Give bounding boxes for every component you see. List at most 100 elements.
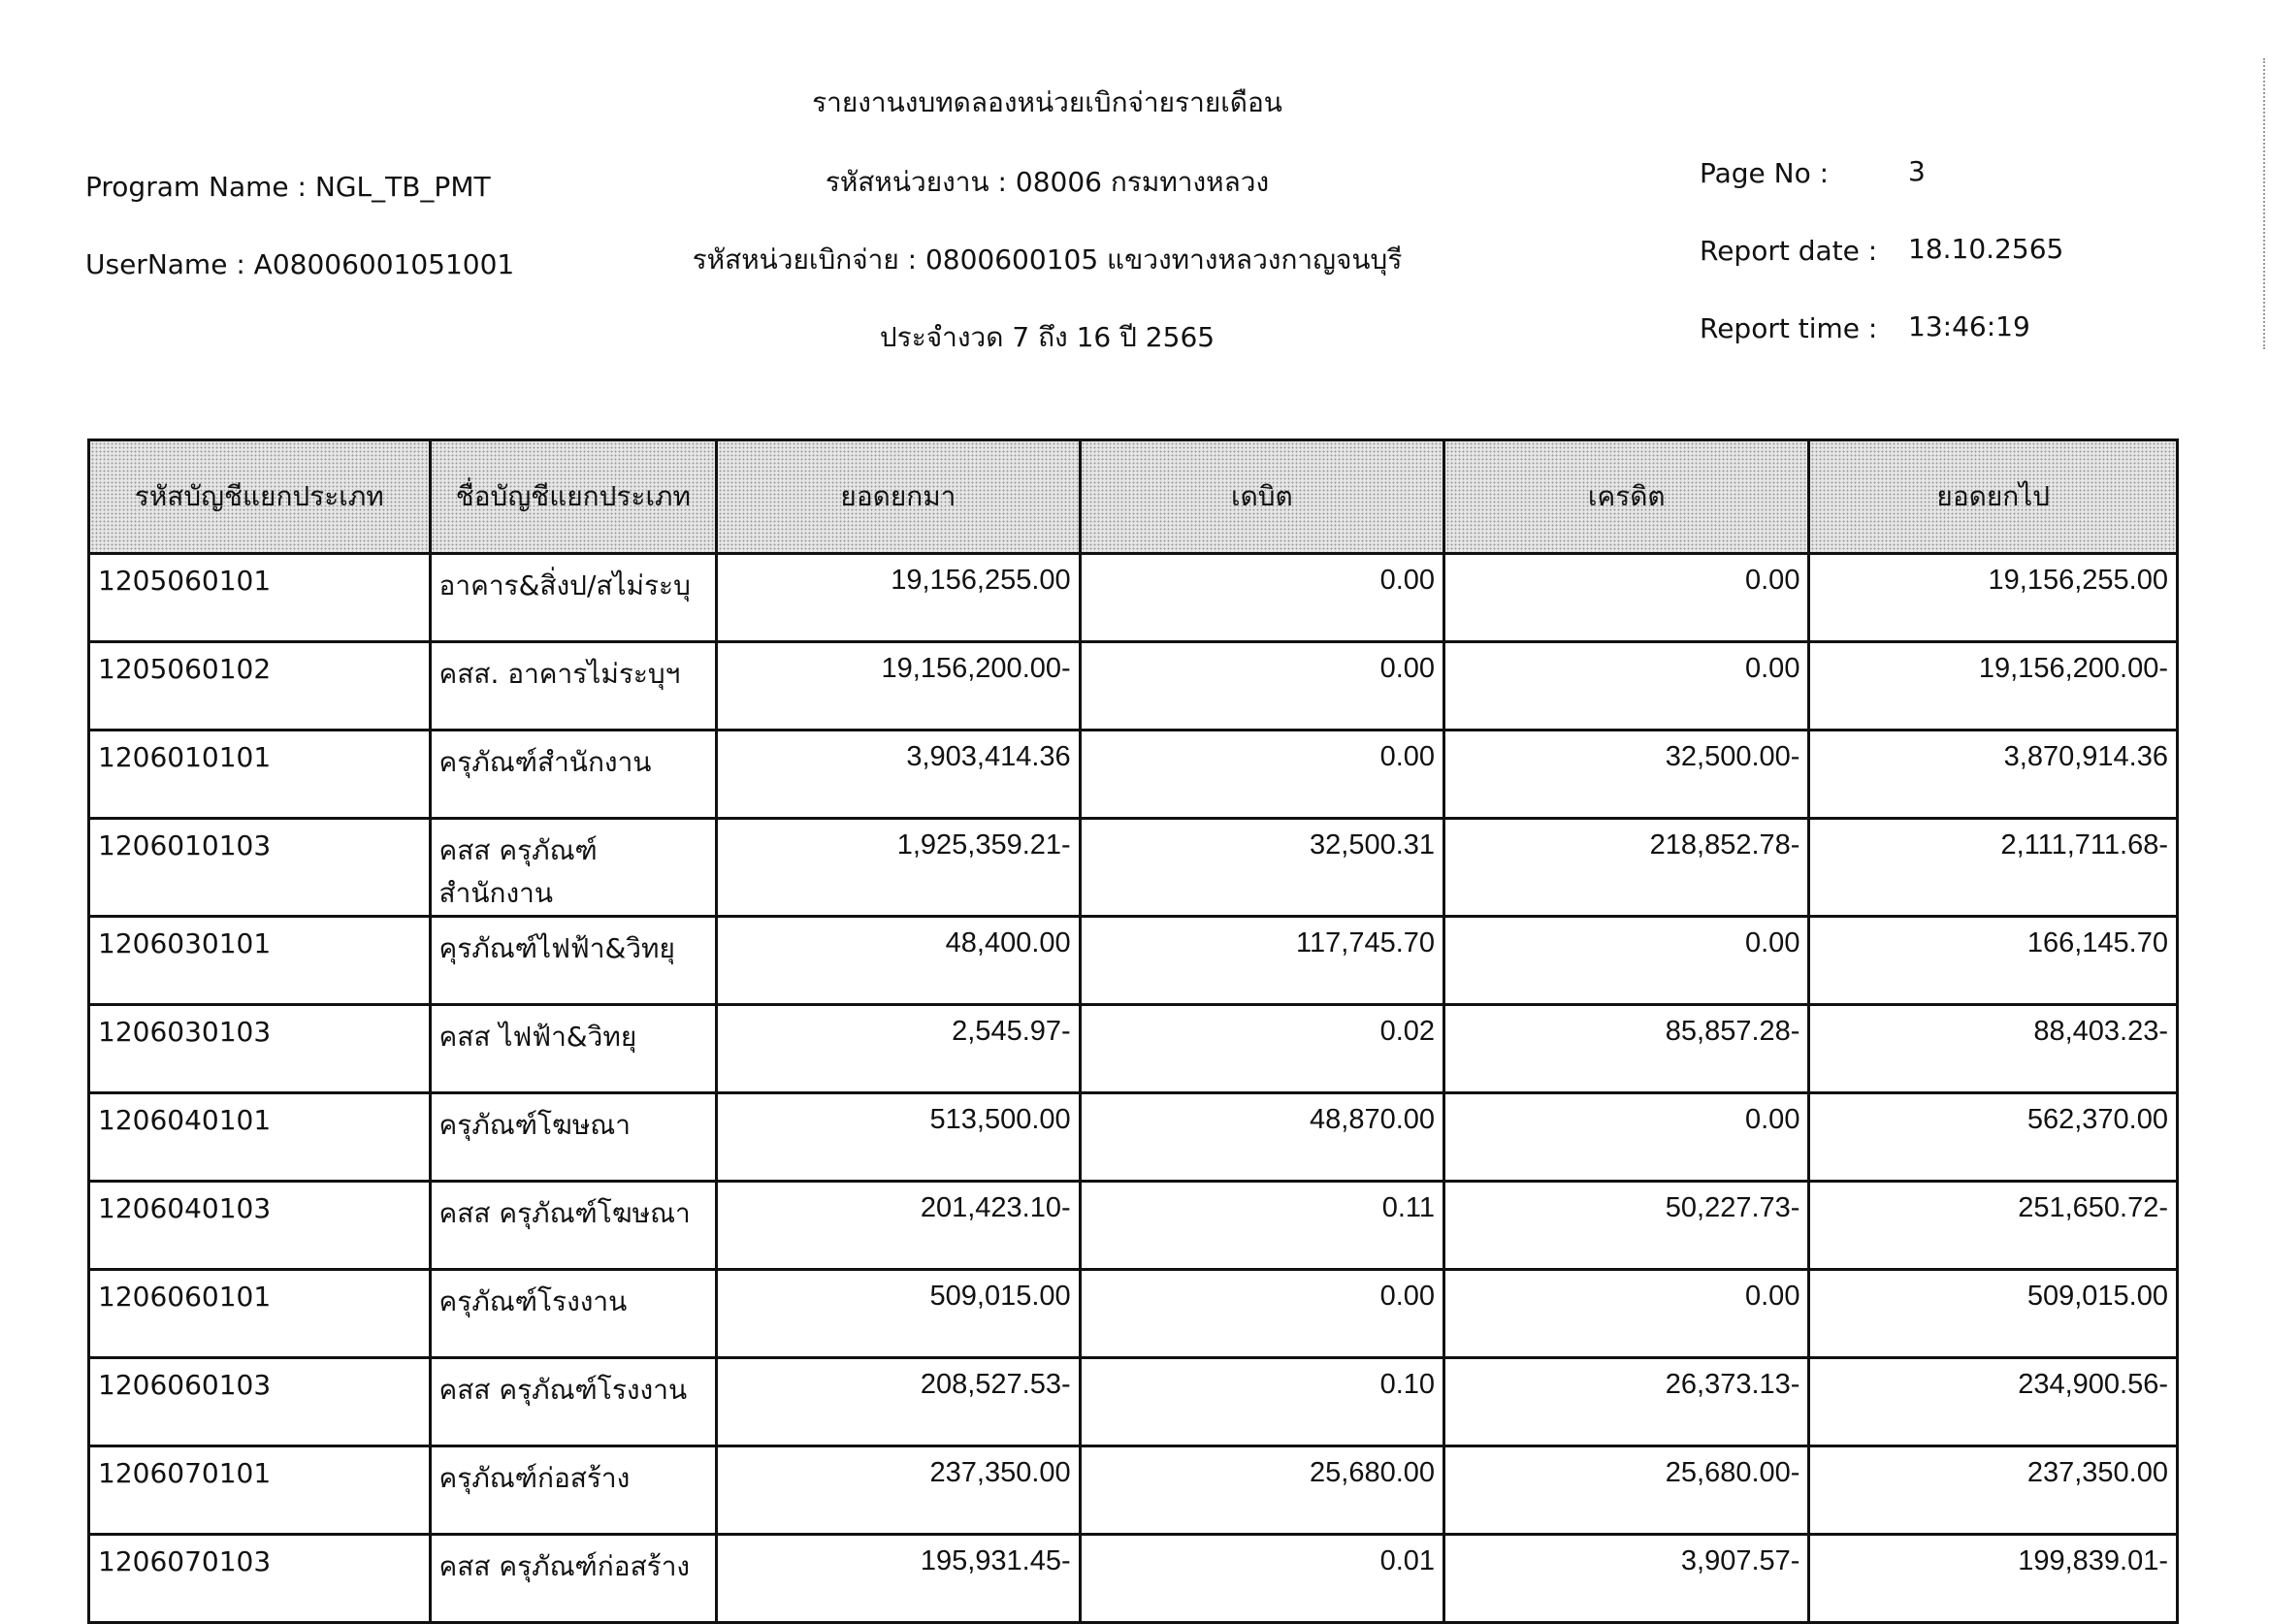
disbursement-unit-line: รหัสหน่วยเบิกจ่าย : 0800600105 แขวงทางหล… [692,244,1403,276]
cell-account-name: ครุภัณฑ์โฆษณา [428,1091,719,1183]
cell-opening-balance: 513,500.00 [715,1091,1082,1183]
cell-closing-balance: 2,111,711.68- [1807,817,2179,918]
cell-account-name: ครุภัณฑ์โรงงาน [428,1268,719,1359]
cell-credit: 0.00 [1442,640,1811,731]
cell-debit: 0.00 [1078,640,1446,731]
cell-account-code: 1205060101 [87,552,432,643]
table-row: 1206060101 ครุภัณฑ์โรงงาน 509,015.00 0.00 0.… [87,1268,2179,1359]
cell-credit: 3,907.57- [1442,1533,1811,1624]
trial-balance-table: รหัสบัญชีแยกประเภท ชื่อบัญชีแยกประเภท ยอ… [87,438,2179,1624]
cell-opening-balance: 509,015.00 [715,1268,1082,1359]
cell-closing-balance: 509,015.00 [1807,1268,2179,1359]
cell-account-name: คุรภัณฑ์ไฟฟ้า&วิทยุ [428,915,719,1006]
cell-closing-balance: 88,403.23- [1807,1003,2179,1094]
cell-account-code: 1206040103 [87,1180,432,1271]
cell-closing-balance: 237,350.00 [1807,1445,2179,1536]
cell-account-code: 1206060101 [87,1268,432,1359]
cell-opening-balance: 48,400.00 [715,915,1082,1006]
cell-credit: 26,373.13- [1442,1356,1811,1447]
cell-credit: 32,500.00- [1442,729,1811,820]
report-date-label: Report date : [1700,235,1878,267]
cell-account-code: 1206040101 [87,1091,432,1183]
table-row: 1206040103 คสส ครุภัณฑ์โฆษณา 201,423.10- 0.… [87,1180,2179,1271]
cell-opening-balance: 19,156,255.00 [715,552,1082,643]
cell-closing-balance: 251,650.72- [1807,1180,2179,1271]
col-header-account-name: ชื่อบัญชีแยกประเภท [428,438,719,555]
scan-edge [2261,58,2265,349]
cell-opening-balance: 201,423.10- [715,1180,1082,1271]
cell-account-code: 1206010103 [87,817,432,918]
program-name: Program Name : NGL_TB_PMT [85,171,491,203]
table-row: 1206010101 ครุภัณฑ์สำนักงาน 3,903,414.36 0.… [87,729,2179,820]
cell-opening-balance: 195,931.45- [715,1533,1082,1624]
table-row: 1206060103 คสส ครุภัณฑ์โรงงาน 208,527.53- 0… [87,1356,2179,1447]
page-no-label: Page No : [1700,157,1830,189]
cell-account-name: คสส ครุภัณฑ์สำนักงาน [428,817,719,918]
cell-account-name: คสส ครุภัณฑ์โรงงาน [428,1356,719,1447]
cell-account-name: อาคาร&สิ่งป/สไม่ระบุ [428,552,719,643]
cell-opening-balance: 2,545.97- [715,1003,1082,1094]
cell-closing-balance: 19,156,255.00 [1807,552,2179,643]
table-row: 1206040101 ครุภัณฑ์โฆษณา 513,500.00 48,870.… [87,1091,2179,1183]
cell-opening-balance: 208,527.53- [715,1356,1082,1447]
cell-credit: 50,227.73- [1442,1180,1811,1271]
cell-closing-balance: 562,370.00 [1807,1091,2179,1183]
cell-account-name: ครุภัณฑ์ก่อสร้าง [428,1445,719,1536]
col-header-opening-balance: ยอดยกมา [715,438,1082,555]
cell-opening-balance: 19,156,200.00- [715,640,1082,731]
report-title: รายงานงบทดลองหน่วยเบิกจ่ายรายเดือน [812,86,1282,118]
cell-credit: 25,680.00- [1442,1445,1811,1536]
table-row: 1206030101 คุรภัณฑ์ไฟฟ้า&วิทยุ 48,400.00 11… [87,915,2179,1006]
table-row: 1206030103 คสส ไฟฟ้า&วิทยุ 2,545.97- 0.02 85… [87,1003,2179,1094]
cell-account-code: 1206030103 [87,1003,432,1094]
cell-opening-balance: 3,903,414.36 [715,729,1082,820]
cell-debit: 0.00 [1078,729,1446,820]
cell-debit: 0.01 [1078,1533,1446,1624]
table-row: 1206070101 ครุภัณฑ์ก่อสร้าง 237,350.00 25,6… [87,1445,2179,1536]
period-line: ประจำงวด 7 ถึง 16 ปี 2565 [879,321,1216,353]
cell-debit: 32,500.31 [1078,817,1446,918]
cell-debit: 25,680.00 [1078,1445,1446,1536]
table-header-row: รหัสบัญชีแยกประเภท ชื่อบัญชีแยกประเภท ยอ… [87,438,2179,555]
cell-debit: 0.10 [1078,1356,1446,1447]
cell-debit: 117,745.70 [1078,915,1446,1006]
cell-debit: 0.11 [1078,1180,1446,1271]
cell-account-code: 1206010101 [87,729,432,820]
page-no: 3 [1908,155,1926,187]
cell-debit: 48,870.00 [1078,1091,1446,1183]
cell-account-code: 1206070101 [87,1445,432,1536]
cell-account-name: คสส. อาคารไม่ระบุฯ [428,640,719,731]
table-row: 1206010103 คสส ครุภัณฑ์สำนักงาน 1,925,359.… [87,817,2179,918]
cell-account-name: ครุภัณฑ์สำนักงาน [428,729,719,820]
cell-account-code: 1206070103 [87,1533,432,1624]
report-date: 18.10.2565 [1908,233,2064,265]
cell-account-name: คสส ครุภัณฑ์โฆษณา [428,1180,719,1271]
cell-debit: 0.00 [1078,552,1446,643]
table-row: 1205060101 อาคาร&สิ่งป/สไม่ระบุ 19,156,255… [87,552,2179,643]
cell-closing-balance: 19,156,200.00- [1807,640,2179,731]
col-header-credit: เครดิต [1442,438,1811,555]
report-time-label: Report time : [1700,312,1878,344]
cell-opening-balance: 237,350.00 [715,1445,1082,1536]
col-header-account-code: รหัสบัญชีแยกประเภท [87,438,432,555]
agency-line: รหัสหน่วยงาน : 08006 กรมทางหลวง [825,166,1270,198]
cell-debit: 0.00 [1078,1268,1446,1359]
cell-closing-balance: 199,839.01- [1807,1533,2179,1624]
cell-closing-balance: 3,870,914.36 [1807,729,2179,820]
cell-account-code: 1205060102 [87,640,432,731]
username: UserName : A08006001051001 [85,248,515,280]
col-header-closing-balance: ยอดยกไป [1807,438,2179,555]
cell-closing-balance: 166,145.70 [1807,915,2179,1006]
cell-account-code: 1206060103 [87,1356,432,1447]
cell-account-name: คสส ครุภัณฑ์ก่อสร้าง [428,1533,719,1624]
cell-credit: 85,857.28- [1442,1003,1811,1094]
cell-opening-balance: 1,925,359.21- [715,817,1082,918]
cell-account-name: คสส ไฟฟ้า&วิทยุ [428,1003,719,1094]
report-time: 13:46:19 [1908,310,2030,342]
table-row: 1206070103 คสส ครุภัณฑ์ก่อสร้าง 195,931.45… [87,1533,2179,1624]
cell-debit: 0.02 [1078,1003,1446,1094]
cell-credit: 0.00 [1442,1091,1811,1183]
cell-account-code: 1206030101 [87,915,432,1006]
cell-credit: 0.00 [1442,552,1811,643]
table-row: 1205060102 คสส. อาคารไม่ระบุฯ 19,156,200.0… [87,640,2179,731]
